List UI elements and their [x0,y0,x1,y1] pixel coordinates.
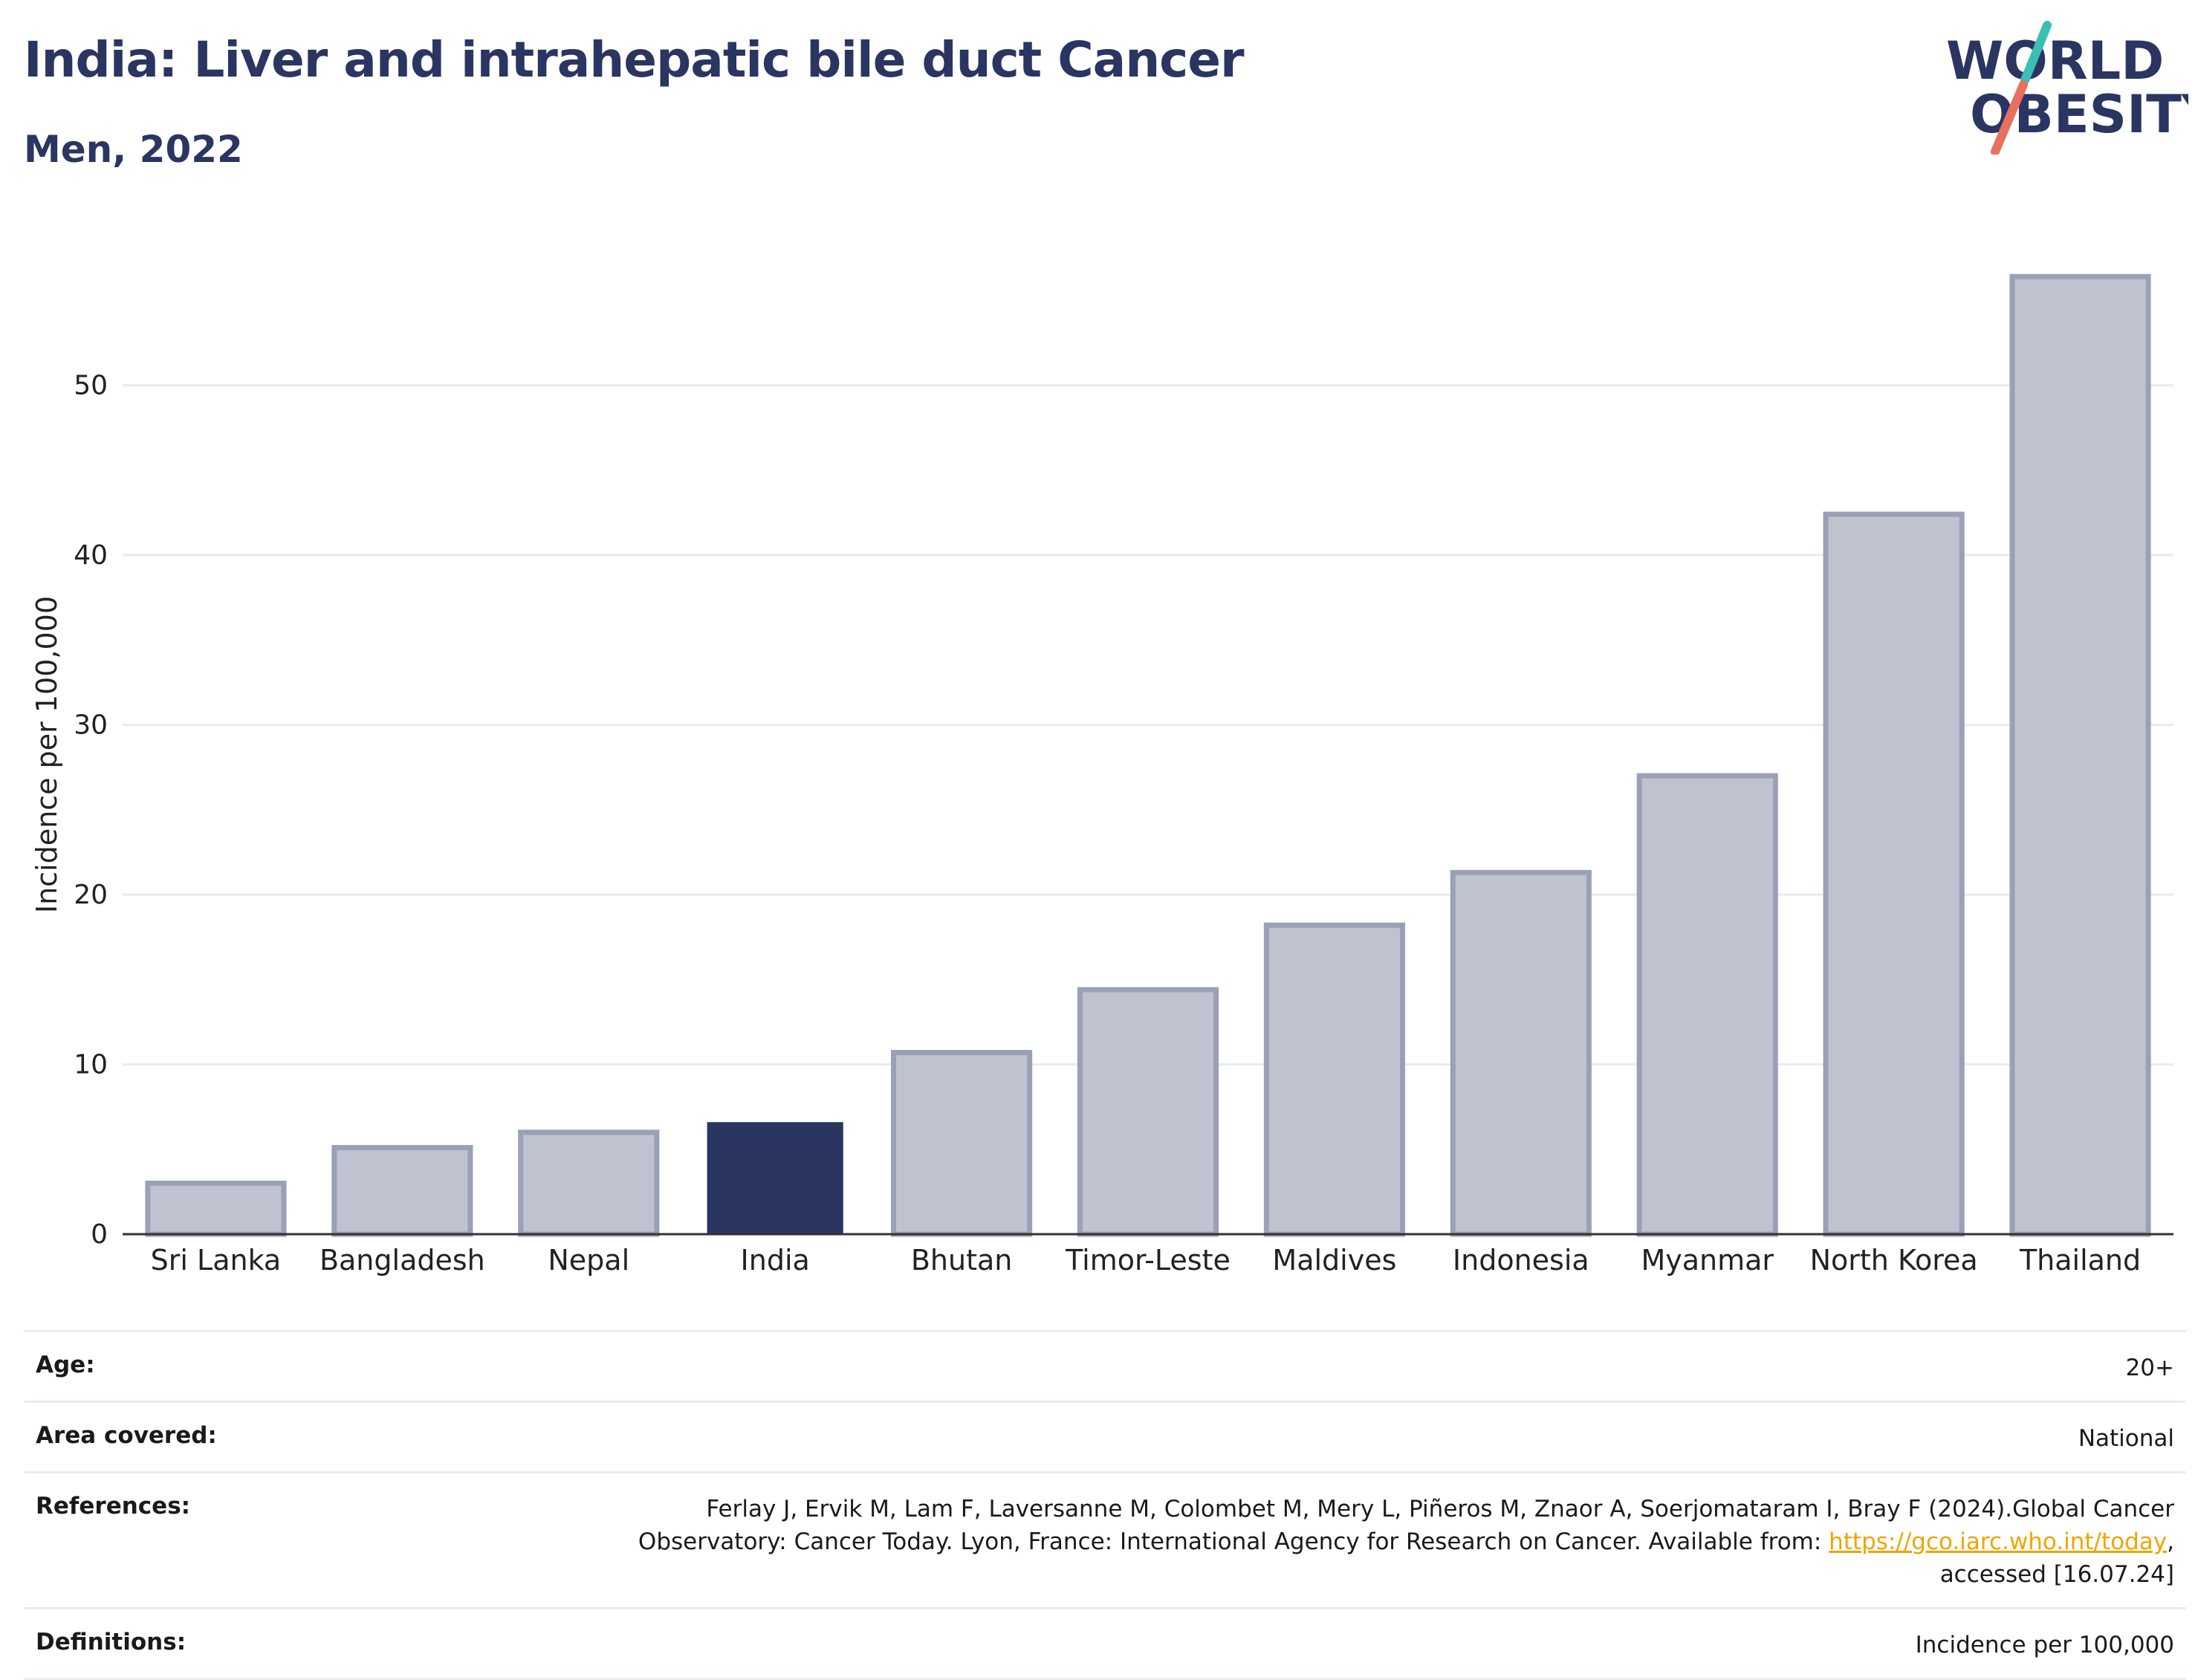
x-tick-label: North Korea [1810,1244,1978,1277]
reference-text: Ferlay J, Ervik M, Lam F, Laversanne M, … [638,1496,2174,1555]
y-tick-label: 0 [91,1219,108,1250]
meta-label-age: Age: [36,1352,95,1378]
meta-label-definitions: Definitions: [36,1629,187,1655]
reference-accessed: , accessed [16.07.24] [1939,1528,2174,1588]
x-tick-label: Bhutan [911,1244,1013,1277]
reference-link[interactable]: https://gco.iarc.who.int/today [1829,1528,2168,1555]
x-tick-label: Nepal [548,1244,629,1277]
meta-label-area: Area covered: [36,1422,217,1449]
meta-row-references: References: Ferlay J, Ervik M, Lam F, La… [24,1471,2186,1607]
meta-label-references: References: [36,1493,191,1520]
x-tick-label: Bangladesh [320,1244,485,1277]
x-tick-label: Myanmar [1641,1244,1774,1277]
bar-timor-leste [1077,987,1219,1237]
bar-sri-lanka [145,1180,287,1237]
bar-bhutan [891,1050,1033,1237]
meta-row-definitions: Definitions: Incidence per 100,000 [24,1607,2186,1680]
meta-value-definitions: Incidence per 100,000 [1915,1632,2174,1658]
x-tick-label: India [741,1244,810,1277]
metadata-table: Age: 20+ Area covered: National Referenc… [24,1330,2186,1680]
y-axis-label: Incidence per 100,000 [30,596,63,913]
logo-line1: WORLD [1946,30,2164,91]
x-tick-label: Timor-Leste [1065,1244,1231,1277]
bar-maldives [1263,922,1405,1237]
y-tick-label: 10 [74,1050,108,1080]
y-tick-label: 30 [74,710,108,741]
x-tick-label: Sri Lanka [151,1244,282,1277]
bar-bangladesh [331,1144,473,1237]
x-tick-label: Indonesia [1453,1244,1589,1277]
bar-india [707,1122,843,1234]
meta-value-age: 20+ [2125,1355,2174,1381]
y-tick-label: 40 [74,540,108,571]
logo-slash-top [2020,21,2052,85]
meta-value-references: Ferlay J, Ervik M, Lam F, Laversanne M, … [614,1493,2174,1591]
chart-title: India: Liver and intrahepatic bile duct … [24,31,1245,88]
bar-nepal [518,1129,660,1237]
x-tick-label: Thailand [2019,1244,2141,1277]
bar-indonesia [1450,869,1592,1237]
y-tick-label: 50 [74,371,108,401]
logo-slash-bottom [1991,80,2028,155]
meta-row-age: Age: 20+ [24,1330,2186,1401]
meta-value-area: National [2078,1425,2174,1452]
x-tick-label: Maldives [1272,1244,1396,1277]
bar-myanmar [1636,773,1778,1237]
bar-thailand [2009,273,2151,1237]
bar-north-korea [1823,511,1965,1237]
chart-subtitle: Men, 2022 [24,128,243,171]
y-tick-label: 20 [74,880,108,910]
bar-chart: 0 10 20 30 40 50 Incidence per 100,000 Sri Lank… [30,273,2173,1277]
meta-row-area: Area covered: National [24,1401,2186,1471]
world-obesity-logo: WORLD OBESITY [1946,21,2188,155]
